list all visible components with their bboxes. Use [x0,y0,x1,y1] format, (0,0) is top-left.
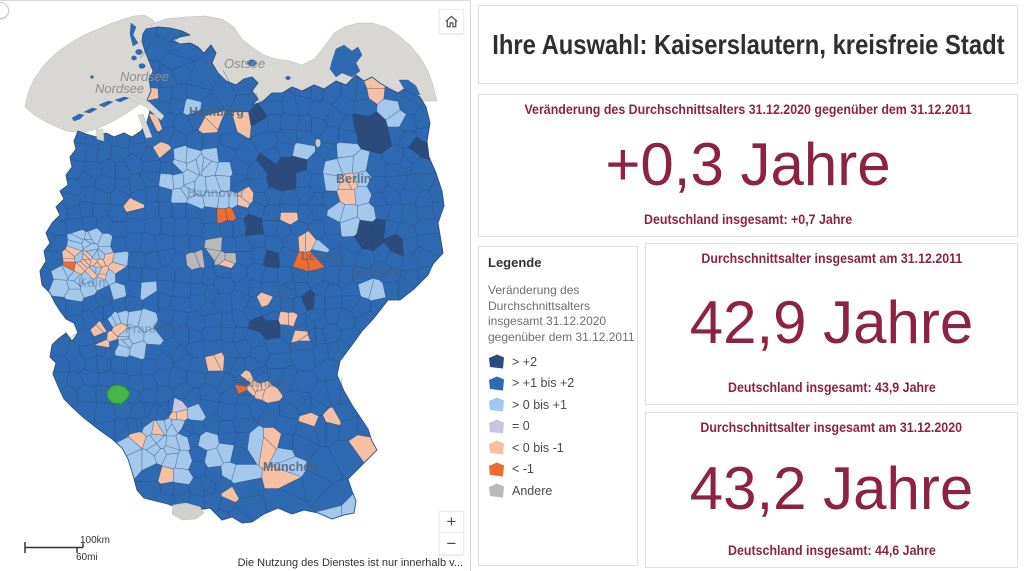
selection-title-card: Ihre Auswahl: Kaiserslautern, kreisfreie… [478,5,1018,84]
legend-item-label: > +2 [512,354,538,369]
legend-item: > +1 bis +2 [488,373,637,395]
legend-item: < 0 bis -1 [488,437,637,459]
legend-items: > +2 > +1 bis +2 > 0 bis +1 = 0 < 0 bis -1 < … [488,351,637,502]
germany-outline [39,26,445,524]
avg-age-2020-value: 43,2 Jahre [689,455,974,522]
legend-item: = 0 [488,416,637,438]
city-labels: Hamburg Hannover Berlin Leipzig Dresden … [78,105,402,474]
legend-swatch [489,462,504,477]
age-change-value: +0,3 Jahre [605,130,891,198]
legend-item-label: > 0 bis +1 [512,397,567,412]
selected-district-kaiserslautern[interactable] [106,384,131,405]
legend-swatch [489,483,504,498]
home-button[interactable] [439,9,464,34]
zoom-control: + − [439,511,464,555]
avg-age-2011-card: Durchschnittsalter insgesamt am 31.12.20… [645,243,1018,405]
legend-item-label: < 0 bis -1 [512,440,564,455]
legend-swatch [489,397,504,412]
legend-item-label: > +1 bis +2 [512,376,575,391]
legend-item: < -1 [488,459,637,481]
germany-choropleth-map[interactable]: Ostsee Nordsee Nordsee Hamburg Hannover … [0,1,470,571]
sea-labels: Ostsee Nordsee Nordsee [95,56,265,96]
koeln-label: Köln [78,276,106,290]
map-panel: Ostsee Nordsee Nordsee Hamburg Hannover … [0,0,471,571]
zoom-out-button[interactable]: − [446,533,457,553]
nordsee-label-2: Nordsee [95,81,144,96]
district-cells[interactable] [39,26,445,524]
islands [71,22,421,122]
scale-mi-label: 60mi [76,552,98,563]
legend-item-label: < -1 [512,462,534,477]
hannover-label: Hannover [187,186,245,200]
estuaries [95,94,321,521]
nuernberg-label: Nürnberg [238,376,294,390]
age-change-footer: Deutschland insgesamt: +0,7 Jahre [643,212,853,227]
legend-swatch [489,376,504,391]
ostsee-label: Ostsee [224,56,265,71]
nordsee-label-1: Nordsee [120,69,169,84]
dresden-label: Dresden [352,265,402,279]
legend-item-label: = 0 [512,419,530,434]
legend-item: > 0 bis +1 [488,394,637,416]
attribution: Die Nutzung des Dienstes ist nur innerha… [229,555,469,571]
avg-age-2020-card: Durchschnittsalter insgesamt am 31.12.20… [645,412,1018,568]
avg-age-2011-footer: Deutschland insgesamt: 43,9 Jahre [727,380,936,395]
home-icon [445,15,458,28]
stats-sidebar: Ihre Auswahl: Kaiserslautern, kreisfreie… [478,0,1018,571]
legend-swatch [489,440,504,455]
legend-swatch [489,419,504,434]
scale-bar: 100km 60mi [24,535,114,563]
scale-bar-lines [24,542,84,553]
scale-km-label: 100km [80,535,111,546]
avg-age-2011-header: Durchschnittsalter insgesamt am 31.12.20… [701,251,962,266]
age-change-header: Veränderung des Durchschnittsalters 31.1… [524,102,972,117]
legend-title: Legende [488,255,542,270]
hamburg-label: Hamburg [189,105,244,119]
avg-age-2011-value: 42,9 Jahre [689,289,974,356]
leipzig-label: Leipzig [301,249,344,263]
avg-age-2020-header: Durchschnittsalter insgesamt am 31.12.20… [700,420,963,435]
berlin-label: Berlin [336,172,371,186]
legend-item-label: Andere [512,483,553,498]
zoom-in-button[interactable]: + [440,512,463,533]
avg-age-2020-footer: Deutschland insgesamt: 44,6 Jahre [727,543,936,558]
age-change-card: Veränderung des Durchschnittsalters 31.1… [478,94,1018,237]
legend-description: Veränderung des Durchschnittsalters insges… [488,283,635,344]
muenchen-label: München [263,460,318,474]
frankfurt-label: Frankfurt [125,322,181,336]
legend-item: > +2 [488,351,637,373]
legend-item: Andere [488,480,637,502]
legend-card: Legende Veränderung des Durchschnittsalte… [478,246,638,566]
legend-swatch [489,354,504,369]
selection-title: Ihre Auswahl: Kaiserslautern, kreisfreie… [491,28,1005,60]
